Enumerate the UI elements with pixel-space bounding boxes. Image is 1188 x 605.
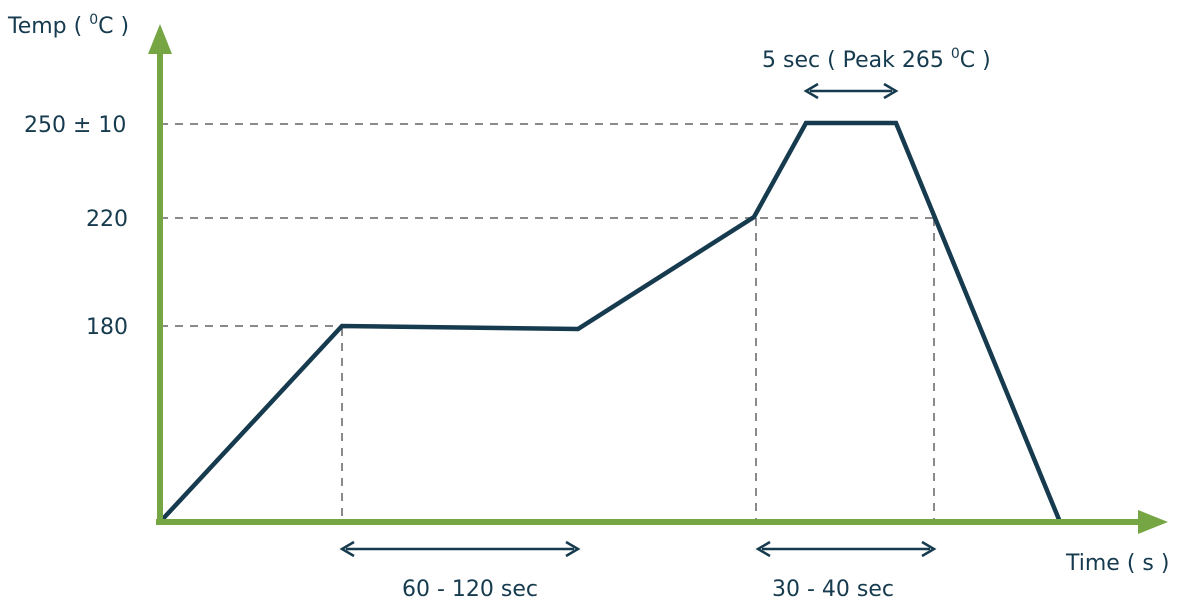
tick-label-180: 180 [86,315,128,340]
soak-duration-label: 60 - 120 sec [402,577,538,602]
peak-annotation: 5 sec ( Peak 265 0C ) [762,46,991,73]
tick-label-250: 250 ± 10 [24,113,126,138]
y-axis-label: Temp ( 0C ) [7,12,129,39]
x-axis-label: Time ( s ) [1065,551,1169,576]
temperature-profile-line [158,120,1063,524]
tick-label-220: 220 [86,207,128,232]
reflow-duration-label: 30 - 40 sec [772,577,894,602]
reflow-duration-arrow [755,540,937,558]
peak-duration-arrow [803,82,899,100]
y-axis-arrowhead [148,24,172,54]
soak-duration-arrow [339,540,581,558]
x-axis-arrowhead [1138,510,1168,534]
